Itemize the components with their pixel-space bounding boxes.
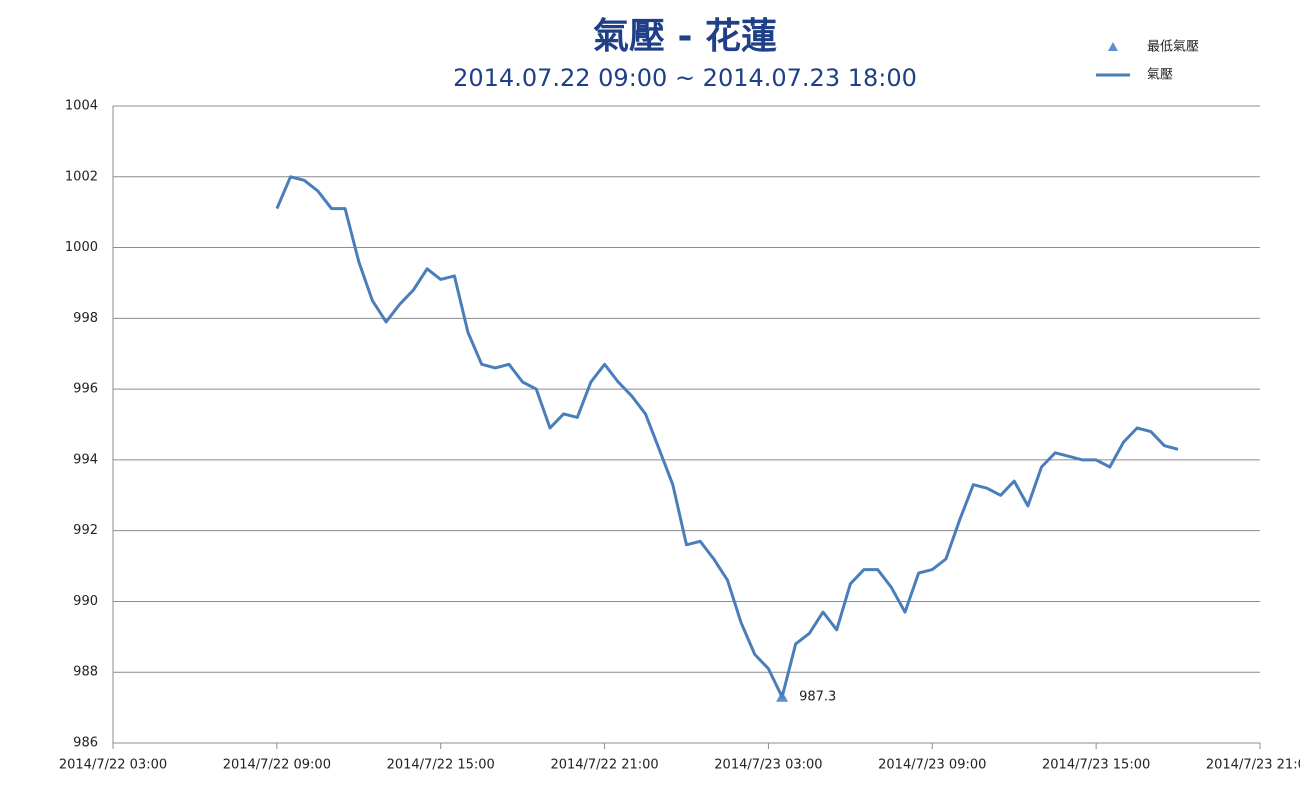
chart-title: 氣壓 - 花蓮	[593, 16, 777, 57]
y-tick-label: 988	[73, 665, 98, 680]
x-tick-label: 2014/7/23 15:00	[1042, 758, 1150, 773]
y-tick-label: 998	[73, 311, 98, 326]
x-tick-label: 2014/7/22 15:00	[387, 758, 495, 773]
y-tick-label: 1004	[65, 99, 98, 114]
pressure-line	[275, 175, 1179, 699]
x-tick-label: 2014/7/23 21:00	[1206, 758, 1300, 773]
x-tick-label: 2014/7/22 03:00	[59, 758, 167, 773]
legend-label: 氣壓	[1147, 68, 1173, 83]
x-tick-label: 2014/7/23 09:00	[878, 758, 986, 773]
y-tick-label: 996	[73, 382, 98, 397]
y-tick-label: 994	[73, 452, 98, 467]
x-tick-label: 2014/7/22 21:00	[550, 758, 658, 773]
y-tick-label: 990	[73, 594, 98, 609]
data-label: 987.3	[799, 689, 836, 704]
y-tick-label: 992	[73, 523, 98, 538]
x-tick-label: 2014/7/23 03:00	[714, 758, 822, 773]
chart-subtitle: 2014.07.22 09:00 ~ 2014.07.23 18:00	[453, 64, 917, 92]
x-tick-label: 2014/7/22 09:00	[223, 758, 331, 773]
legend-label: 最低氣壓	[1147, 40, 1199, 55]
y-tick-label: 1002	[65, 169, 98, 184]
y-tick-label: 986	[73, 736, 98, 751]
y-tick-label: 1000	[65, 240, 98, 255]
legend-symbol	[1108, 42, 1118, 51]
